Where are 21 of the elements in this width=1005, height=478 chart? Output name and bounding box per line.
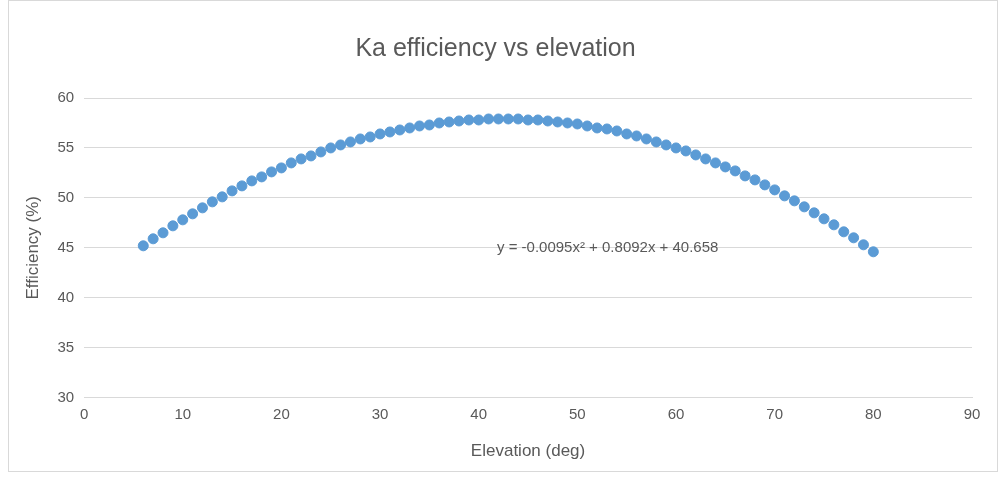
y-tick-label: 50 — [57, 188, 75, 206]
x-tick-label: 60 — [667, 404, 685, 422]
x-tick-label: 30 — [371, 404, 389, 422]
y-tick-label: 35 — [57, 337, 75, 355]
y-axis-title: Efficiency (%) — [22, 196, 42, 300]
x-tick-label: 10 — [174, 404, 192, 422]
x-tick-label: 90 — [963, 404, 981, 422]
x-tick-label: 70 — [766, 404, 784, 422]
annotation: y = -0.0095x² + 0.8092x + 40.658 — [496, 237, 719, 255]
x-tick-label: 40 — [470, 404, 488, 422]
y-tick-label: 30 — [57, 387, 75, 405]
y-tick-label: 45 — [57, 237, 75, 255]
x-axis-title: Elevation (deg) — [470, 441, 586, 461]
y-tick-label: 60 — [57, 88, 75, 106]
x-tick-label: 0 — [79, 404, 89, 422]
y-tick-label: 40 — [57, 287, 75, 305]
x-tick-label: 20 — [273, 404, 290, 422]
x-tick-label: 50 — [569, 404, 586, 422]
chart-title: Ka efficiency vs elevation — [355, 32, 636, 61]
x-tick-label: 80 — [865, 404, 882, 422]
y-tick-label: 55 — [57, 138, 75, 156]
